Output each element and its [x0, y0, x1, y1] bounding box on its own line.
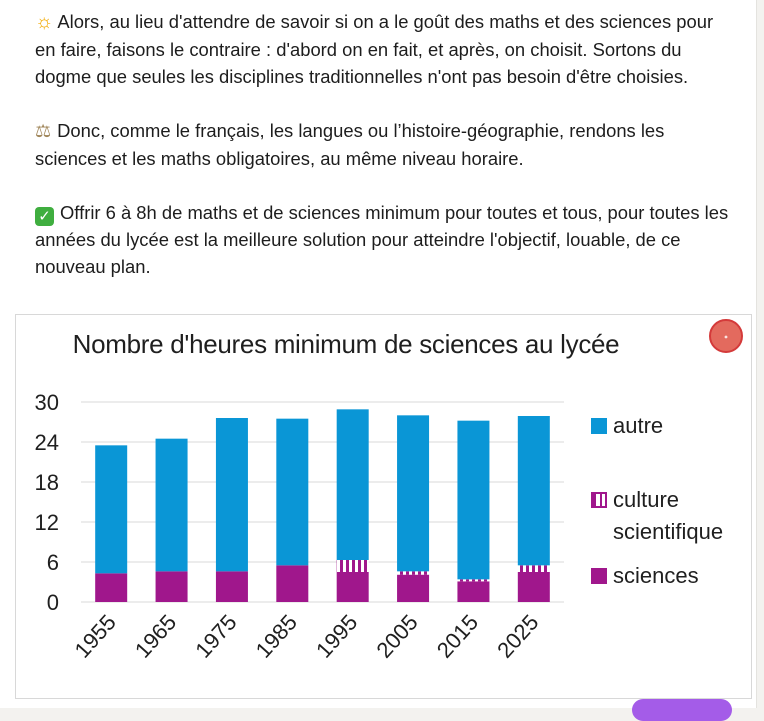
bar-sciences-2015: [457, 581, 490, 602]
x-tick-label: 2005: [371, 610, 422, 663]
bar-sciences-1965: [155, 571, 188, 602]
paragraph-3: ✓ Offrir 6 à 8h de maths et de sciences m…: [35, 202, 729, 277]
paragraph-1: ☼ Alors, au lieu d'attendre de savoir si …: [35, 11, 714, 87]
legend-item-sciences: sciences: [591, 560, 751, 592]
stacked-bar-chart: 0 6 12 18 24 30 1955 1965 1975 1985 1995 2005 2015 20…: [35, 390, 564, 663]
balance-scale-icon: ⚖: [35, 121, 52, 141]
y-tick-label: 24: [35, 430, 59, 455]
post-body: ☼ Alors, au lieu d'attendre de savoir si …: [35, 8, 735, 307]
bar-autre-1965: [155, 438, 188, 572]
x-tick-label: 1995: [311, 610, 362, 663]
bar-autre-2015: [457, 420, 490, 580]
paragraph-2: ⚖ Donc, comme le français, les langues ou…: [35, 120, 665, 169]
legend-swatch-autre: [591, 418, 607, 434]
bar-sciences-1985: [276, 565, 309, 602]
bar-sciences-1955: [95, 573, 128, 602]
bar-autre-1995: [336, 409, 369, 560]
bar-autre-2025: [517, 416, 550, 566]
x-tick-label: 1975: [190, 610, 241, 663]
check-mark-icon: ✓: [35, 207, 54, 226]
y-tick-label: 6: [47, 550, 59, 575]
x-tick-label: 1965: [130, 610, 181, 663]
post-card: ☼ Alors, au lieu d'attendre de savoir si …: [0, 0, 757, 708]
bar-culture-scientifique-2015: [457, 579, 490, 582]
bar-sciences-1975: [215, 571, 248, 602]
logo-stamp: ◉: [709, 319, 743, 353]
reaction-button[interactable]: [632, 699, 732, 721]
bar-culture-scientifique-1995: [336, 560, 369, 572]
y-tick-label: 18: [35, 470, 59, 495]
bar-sciences-2025: [517, 572, 550, 602]
bar-autre-1985: [276, 418, 309, 566]
legend-swatch-sciences: [591, 568, 607, 584]
sun-icon: ☼: [35, 11, 54, 33]
chart-image[interactable]: Nombre d'heures minimum de sciences au l…: [15, 314, 752, 699]
x-tick-label: 2015: [432, 610, 483, 663]
bar-autre-1955: [95, 445, 128, 574]
bar-sciences-1995: [336, 572, 369, 602]
y-tick-label: 0: [47, 590, 59, 615]
legend-item-autre: autre: [591, 410, 751, 442]
bar-autre-1975: [215, 418, 248, 572]
x-tick-label: 1955: [70, 610, 121, 663]
y-tick-label: 30: [35, 390, 59, 415]
legend-swatch-culture: [591, 492, 607, 508]
legend-item-culture-scientifique: culture scientifique: [591, 484, 751, 548]
x-tick-label: 1985: [251, 610, 302, 663]
bar-culture-scientifique-2005: [397, 571, 430, 575]
bar-culture-scientifique-2025: [517, 565, 550, 572]
y-tick-label: 12: [35, 510, 59, 535]
x-tick-label: 2025: [492, 610, 543, 663]
bar-sciences-2005: [397, 574, 430, 602]
bar-autre-2005: [397, 415, 430, 572]
chart-title: Nombre d'heures minimum de sciences au l…: [72, 329, 620, 359]
